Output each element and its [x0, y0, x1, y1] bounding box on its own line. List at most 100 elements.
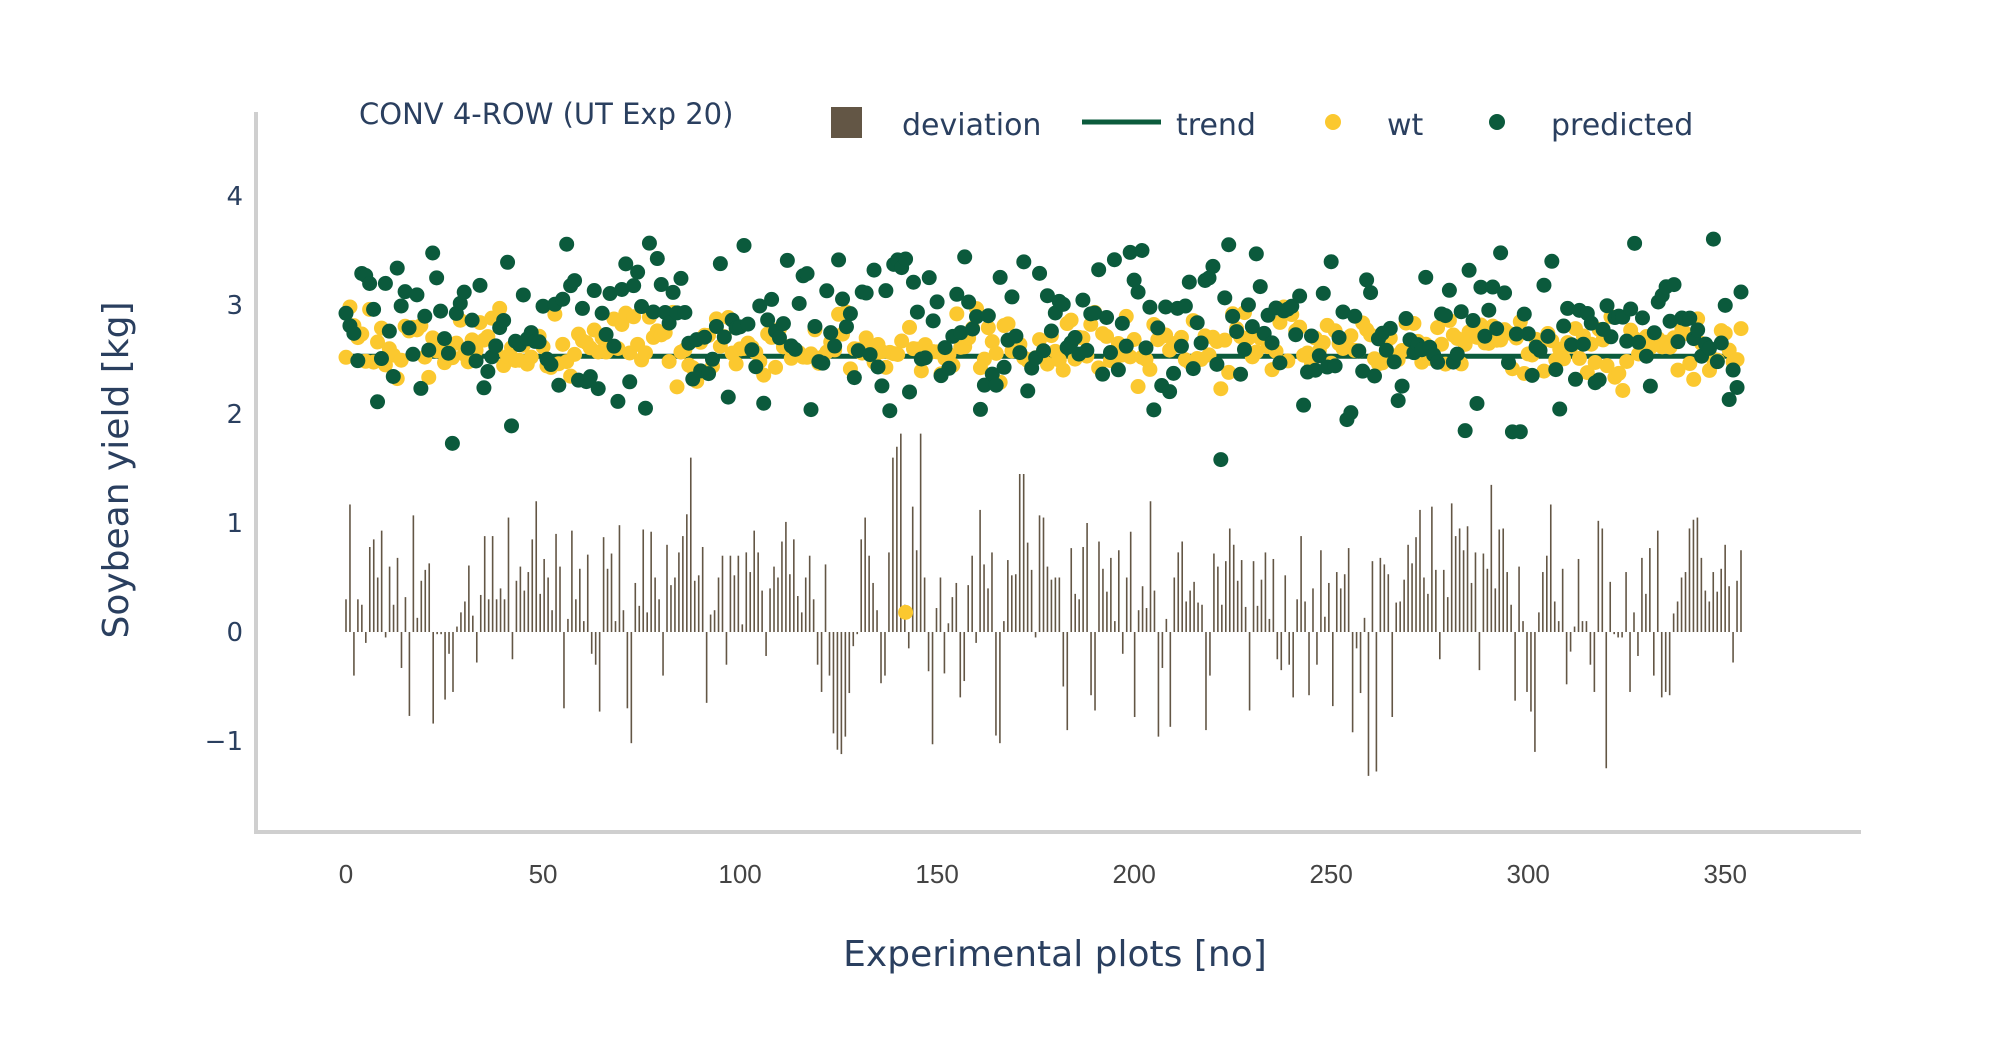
predicted-marker: [1721, 392, 1737, 408]
predicted-marker: [1311, 348, 1327, 364]
predicted-marker: [1272, 355, 1288, 371]
predicted-marker: [1489, 321, 1505, 337]
predicted-marker: [535, 298, 551, 314]
predicted-marker: [909, 304, 925, 320]
predicted-marker: [1575, 336, 1591, 352]
predicted-marker: [748, 359, 764, 375]
predicted-marker: [1512, 424, 1528, 440]
wt-marker: [1670, 362, 1686, 378]
wt-marker: [448, 335, 464, 351]
predicted-marker: [1567, 371, 1583, 387]
predicted-marker: [1110, 362, 1126, 378]
wt-marker: [949, 306, 965, 322]
predicted-marker: [1162, 384, 1178, 400]
predicted-marker: [1583, 315, 1599, 331]
predicted-marker: [1378, 342, 1394, 358]
predicted-marker: [1623, 301, 1639, 317]
predicted-marker: [1646, 325, 1662, 341]
wt-marker: [1682, 356, 1698, 372]
predicted-marker: [1705, 231, 1721, 247]
predicted-marker: [1118, 338, 1134, 354]
predicted-marker: [421, 342, 437, 358]
predicted-marker: [941, 360, 957, 376]
predicted-marker: [764, 291, 780, 307]
predicted-marker: [456, 284, 472, 300]
predicted-marker: [665, 284, 681, 300]
x-tick-label: 250: [1309, 859, 1352, 889]
predicted-marker: [704, 351, 720, 367]
predicted-marker: [779, 252, 795, 268]
predicted-marker: [1075, 292, 1091, 308]
predicted-marker: [870, 359, 886, 375]
predicted-marker: [464, 312, 480, 328]
wt-marker: [1055, 362, 1071, 378]
predicted-marker: [1524, 367, 1540, 383]
predicted-marker: [1185, 361, 1201, 377]
predicted-marker: [634, 299, 650, 315]
predicted-marker: [862, 347, 878, 363]
predicted-marker: [1146, 402, 1162, 418]
predicted-marker: [902, 384, 918, 400]
predicted-marker: [803, 402, 819, 418]
wt-marker: [1063, 312, 1079, 328]
wt-marker: [984, 334, 1000, 350]
predicted-marker: [1004, 289, 1020, 305]
predicted-marker: [338, 305, 354, 321]
predicted-marker: [1343, 405, 1359, 421]
predicted-marker: [1481, 302, 1497, 318]
predicted-marker: [1130, 284, 1146, 300]
wt-marker: [555, 336, 571, 352]
predicted-marker: [614, 281, 630, 297]
predicted-marker: [1008, 328, 1024, 344]
predicted-marker: [515, 287, 531, 303]
predicted-marker: [988, 377, 1004, 393]
predicted-marker: [1485, 279, 1501, 295]
predicted-marker: [586, 283, 602, 299]
predicted-markers: [338, 231, 1749, 468]
predicted-marker: [1055, 296, 1071, 312]
predicted-marker: [697, 329, 713, 345]
predicted-marker: [1508, 326, 1524, 342]
predicted-marker: [1252, 279, 1268, 295]
predicted-marker: [1099, 309, 1115, 325]
predicted-marker: [1430, 354, 1446, 370]
predicted-marker: [1240, 297, 1256, 313]
wt-marker: [1579, 365, 1595, 381]
wt-marker: [988, 345, 1004, 361]
predicted-marker: [1548, 362, 1564, 378]
predicted-marker: [917, 350, 933, 366]
predicted-marker: [393, 298, 409, 314]
predicted-marker: [791, 295, 807, 311]
x-tick-label: 300: [1507, 859, 1550, 889]
predicted-marker: [1225, 308, 1241, 324]
predicted-marker: [1497, 285, 1513, 301]
predicted-marker: [1248, 246, 1264, 262]
predicted-marker: [373, 351, 389, 367]
predicted-marker: [1631, 334, 1647, 350]
predicted-marker: [653, 277, 669, 293]
wt-marker: [980, 320, 996, 336]
wt-marker: [1315, 335, 1331, 351]
y-tick-label: −1: [205, 727, 243, 757]
wt-marker: [421, 369, 437, 385]
predicted-marker: [1244, 319, 1260, 335]
predicted-marker: [1173, 338, 1189, 354]
predicted-marker: [1544, 253, 1560, 269]
wt-marker: [370, 334, 386, 350]
predicted-marker: [440, 345, 456, 361]
predicted-marker: [598, 327, 614, 343]
predicted-marker: [846, 370, 862, 386]
wt-marker: [661, 354, 677, 370]
wt-marker: [492, 300, 508, 316]
predicted-marker: [842, 306, 858, 322]
x-tick-label: 0: [339, 859, 353, 889]
predicted-marker: [1351, 343, 1367, 359]
predicted-marker: [1709, 354, 1725, 370]
predicted-marker: [1189, 315, 1205, 331]
predicted-marker: [409, 287, 425, 303]
wt-marker: [976, 351, 992, 367]
predicted-marker: [574, 300, 590, 316]
predicted-marker: [1725, 362, 1741, 378]
